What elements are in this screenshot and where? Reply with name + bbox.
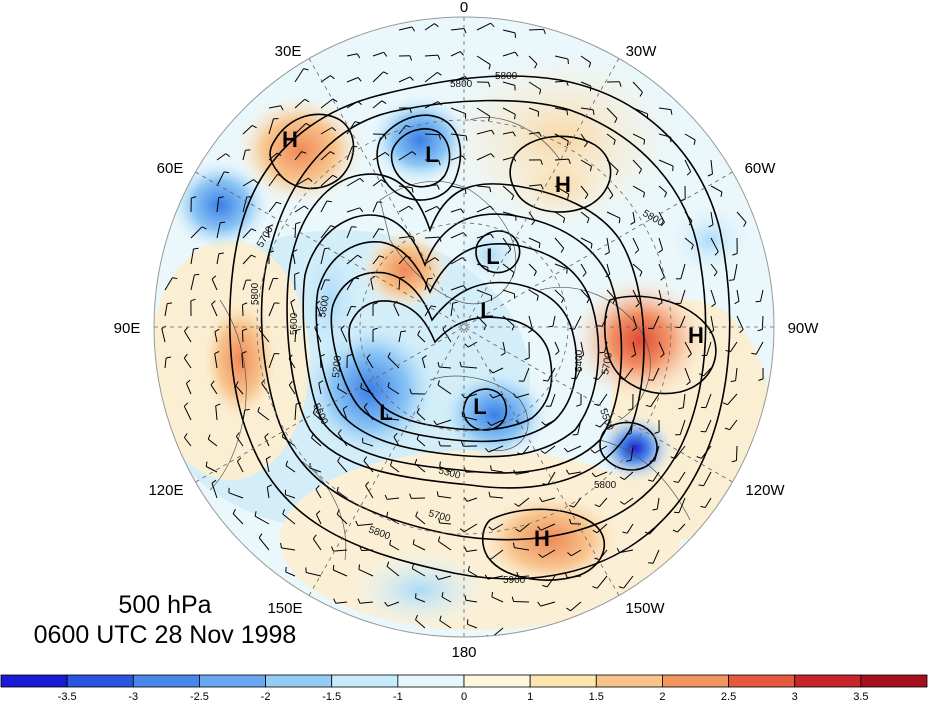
wind-barb (737, 446, 738, 461)
wind-barb-flag (167, 303, 172, 304)
wind-barb-flag (361, 383, 362, 388)
contour-label: 5200 (331, 355, 344, 379)
colorbar-box (332, 675, 398, 687)
colorbar-label: 1 (527, 691, 533, 702)
lon-label-150w: 150W (625, 600, 665, 617)
wind-barb-flag (220, 222, 225, 223)
wind-barb (514, 602, 529, 603)
colorbar-box (464, 675, 530, 687)
wind-barb-flag (648, 328, 653, 329)
wind-barb-flag (351, 306, 356, 307)
colorbar-label: -3 (128, 691, 138, 702)
colorbar-box (596, 675, 662, 687)
colorbar-label: 3.5 (853, 691, 868, 702)
lon-label-120w: 120W (745, 482, 785, 499)
colorbar-label: -2 (261, 691, 271, 702)
wind-barb (425, 134, 439, 135)
valid-time-label: 0600 UTC 28 Nov 1998 (0, 620, 330, 650)
wind-barb (295, 224, 296, 238)
colorbar-label: 3 (792, 691, 798, 702)
colorbar-box (530, 675, 596, 687)
contour-label: 5600 (289, 312, 300, 335)
map-caption: 500 hPa 0600 UTC 28 Nov 1998 (0, 590, 330, 650)
contour-label: 5400 (574, 349, 585, 372)
lon-label-60w: 60W (745, 160, 777, 177)
wind-barb-flag (701, 431, 706, 432)
low-label: L (425, 142, 438, 167)
lon-label-120e: 120E (148, 482, 183, 499)
lon-label-90w: 90W (788, 320, 820, 337)
wind-barb-flag (286, 567, 287, 572)
colorbar-label: 1.5 (589, 691, 604, 702)
colorbar-label: 2 (659, 691, 665, 702)
wind-barb (243, 331, 244, 342)
colorbar-box (266, 675, 332, 687)
lon-label-90e: 90E (114, 320, 141, 337)
high-label: H (688, 323, 704, 348)
wind-barb-flag (756, 301, 761, 302)
contour-label: 5800 (594, 480, 617, 491)
colorbar: -3.5 -3 -2.5 -2 -1.5 -1 0 1 1.5 2 2.5 3 3.5 (0, 674, 928, 702)
wind-barb-flag (194, 248, 199, 249)
contour-label: 5900 (503, 575, 526, 586)
wind-barb-flag (219, 253, 224, 254)
wind-barb (762, 316, 763, 330)
contour-label: 5800 (450, 79, 473, 90)
wind-barb-flag (644, 140, 645, 145)
low-label: L (379, 400, 392, 425)
wind-barb-flag (567, 110, 568, 115)
colorbar-box (398, 675, 464, 687)
lon-label-30w: 30W (626, 43, 658, 60)
low-label: L (473, 394, 486, 419)
wind-barb-flag (729, 280, 734, 281)
colorbar-label: -2.5 (190, 691, 209, 702)
colorbar-box (729, 675, 795, 687)
level-label: 500 hPa (0, 590, 330, 620)
colorbar-label: 0 (461, 691, 467, 702)
wind-barb-flag (648, 563, 653, 564)
wind-barb-flag (245, 409, 250, 410)
colorbar-box (795, 675, 861, 687)
wind-barb-flag (401, 331, 406, 332)
wind-barb (243, 305, 244, 316)
colorbar-box (1, 675, 67, 687)
wind-barb-flag (465, 189, 466, 194)
colorbar-box (861, 675, 927, 687)
wind-barb-flag (359, 564, 360, 569)
contour-label: 5800 (495, 71, 518, 82)
wind-barb-flag (428, 278, 433, 279)
low-label: L (480, 298, 493, 323)
wind-barb-flag (619, 218, 620, 223)
wind-barb-flag (539, 243, 540, 248)
colorbar-boxes (1, 675, 927, 687)
colorbar-label: 2.5 (721, 691, 736, 702)
colorbar-box (199, 675, 265, 687)
lon-label-30e: 30E (275, 43, 302, 60)
high-label: H (555, 172, 571, 197)
wind-barb-flag (333, 565, 334, 570)
lon-label-0: 0 (460, 0, 468, 16)
lon-label-60e: 60E (157, 160, 184, 177)
colorbar-box (133, 675, 199, 687)
colorbar-label: -1.5 (322, 691, 341, 702)
colorbar-box (67, 675, 133, 687)
wind-barb-flag (597, 326, 602, 327)
lon-label-180: 180 (451, 644, 476, 661)
colorbar-label: -3.5 (58, 691, 77, 702)
wind-barb-flag (492, 592, 493, 597)
wind-barb-flag (648, 380, 653, 381)
colorbar-box (662, 675, 728, 687)
wind-barb-flag (413, 539, 414, 544)
high-label: H (534, 526, 550, 551)
colorbar-labels: -3.5 -3 -2.5 -2 -1.5 -1 0 1 1.5 2 2.5 3 3.5 (58, 691, 869, 702)
high-label: H (282, 127, 298, 152)
contour-label: 5800 (250, 282, 261, 305)
wind-barb (529, 29, 544, 30)
wind-barb-flag (194, 274, 199, 275)
low-label: L (486, 244, 499, 269)
colorbar-label: -1 (393, 691, 403, 702)
